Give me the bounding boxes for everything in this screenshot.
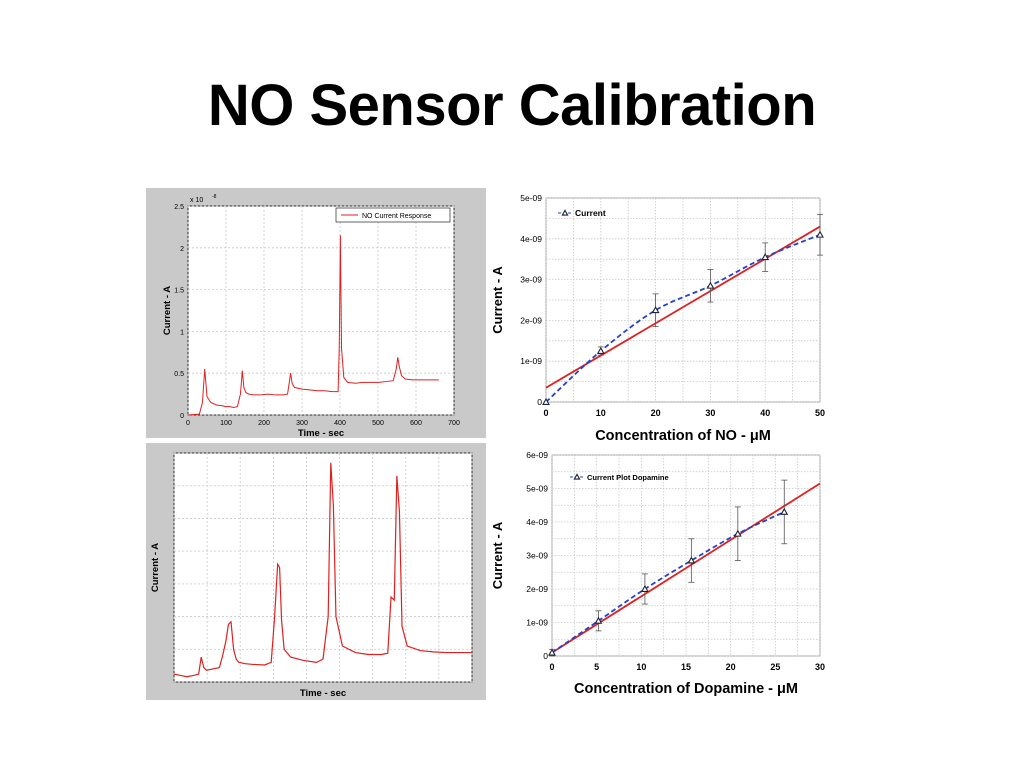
series-line-current-plot-dopamine [551, 511, 785, 654]
x-tick-label: 10 [596, 408, 606, 418]
y-tick-label: 6e-09 [526, 450, 548, 460]
chart-no-calibration: 0 10 20 30 40 50 0 1e-09 2e-09 3e-09 4e-09 5e-09 Con… [486, 188, 836, 450]
series-line-dopamine-response [173, 462, 472, 678]
series-line-current [545, 233, 821, 403]
slide-title: NO Sensor Calibration [207, 73, 817, 138]
data-point-marker [706, 281, 715, 289]
x-axis-label: Time - sec [300, 688, 346, 699]
x-tick-label: 500 [372, 420, 384, 427]
x-tick-label: 0 [549, 662, 554, 672]
y-tick-label: 0 [180, 413, 184, 420]
chart-dopamine-time-response-svg: Time - sec Current - A [146, 443, 486, 700]
x-tick-label: 10 [636, 662, 646, 672]
x-axis-label: Concentration of NO - μM [595, 428, 771, 444]
y-multiplier: x 10 [190, 197, 203, 204]
y-tick-label: 0 [543, 651, 548, 661]
y-tick-label: 5e-09 [526, 484, 548, 494]
y-axis-label: Current - A [490, 266, 505, 334]
data-point-marker [561, 209, 569, 216]
y-axis-label: Current - A [162, 286, 173, 335]
y-tick-label: 0.5 [174, 371, 184, 378]
plot-area [173, 452, 473, 683]
x-axis-label: Time - sec [298, 428, 344, 438]
x-tick-label: 30 [705, 408, 715, 418]
data-point-marker [733, 529, 742, 537]
data-point-marker [651, 306, 660, 314]
y-tick-label: 2e-09 [520, 315, 542, 325]
data-point-marker [594, 616, 603, 624]
x-tick-label: 200 [258, 420, 270, 427]
chart-dopamine-calibration-svg: 0 5 10 15 20 25 30 0 1e-09 2e-09 3e-09 4e-09 5e-09 6e… [490, 450, 825, 697]
series-line-no-current-response [187, 235, 439, 416]
plot-area [187, 205, 455, 416]
y-tick-label: 2 [180, 246, 184, 253]
y-tick-label: 2e-09 [526, 584, 548, 594]
x-tick-label: 0 [186, 420, 190, 427]
y-tick-label: 4e-09 [526, 517, 548, 527]
chart-dopamine-time-response: Time - sec Current - A [146, 443, 486, 700]
x-tick-label: 25 [770, 662, 780, 672]
legend-label: NO Current Response [362, 213, 431, 220]
x-tick-label: 400 [334, 420, 346, 427]
x-tick-label: 700 [448, 420, 460, 427]
x-tick-label: 50 [815, 408, 825, 418]
data-point-marker [573, 473, 581, 480]
y-multiplier-exponent: -8 [212, 194, 217, 200]
y-tick-label: 5e-09 [520, 193, 542, 203]
y-tick-label: 3e-09 [526, 551, 548, 561]
legend-label: Current Plot Dopamine [587, 473, 669, 482]
y-tick-label: 4e-09 [520, 234, 542, 244]
legend-label: Current [575, 208, 606, 218]
legend-box [335, 207, 451, 223]
x-tick-label: 20 [726, 662, 736, 672]
y-tick-label: 1e-09 [526, 618, 548, 628]
x-tick-label: 15 [681, 662, 691, 672]
x-tick-label: 40 [760, 408, 770, 418]
data-point-marker [640, 584, 649, 592]
x-tick-label: 30 [815, 662, 825, 672]
chart-dopamine-calibration: 0 5 10 15 20 25 30 0 1e-09 2e-09 3e-09 4e-09 5e-09 6e… [486, 448, 836, 704]
y-tick-label: 2.5 [174, 204, 184, 211]
data-point-marker [780, 507, 789, 515]
data-point-marker [548, 648, 556, 656]
data-point-marker [542, 397, 550, 405]
x-tick-label: 100 [220, 420, 232, 427]
x-axis-label: Concentration of Dopamine - μM [574, 681, 798, 697]
x-tick-label: 0 [543, 408, 548, 418]
chart-no-time-response: 0 100 200 300 400 500 600 700 0 0.5 1 1.5 2 2.5 x 10 -8… [146, 188, 486, 439]
data-point-marker [687, 556, 696, 564]
y-tick-label: 1.5 [174, 288, 184, 295]
y-tick-label: 1 [180, 329, 184, 336]
x-tick-label: 300 [296, 420, 308, 427]
y-axis-label: Current - A [490, 521, 505, 589]
data-point-marker [761, 253, 770, 261]
chart-no-time-response-svg: 0 100 200 300 400 500 600 700 0 0.5 1 1.5 2 2.5 x 10 -8… [146, 188, 486, 439]
y-tick-label: 0 [537, 397, 542, 407]
x-tick-label: 600 [410, 420, 422, 427]
y-tick-label: 1e-09 [520, 356, 542, 366]
x-tick-label: 20 [651, 408, 661, 418]
fit-line [551, 482, 821, 654]
data-point-marker [816, 230, 824, 238]
y-axis-label: Current - A [150, 543, 161, 592]
x-tick-label: 5 [594, 662, 599, 672]
chart-no-calibration-svg: 0 10 20 30 40 50 0 1e-09 2e-09 3e-09 4e-09 5e-09 Con… [490, 193, 825, 444]
y-tick-label: 3e-09 [520, 275, 542, 285]
data-point-marker [596, 346, 605, 354]
